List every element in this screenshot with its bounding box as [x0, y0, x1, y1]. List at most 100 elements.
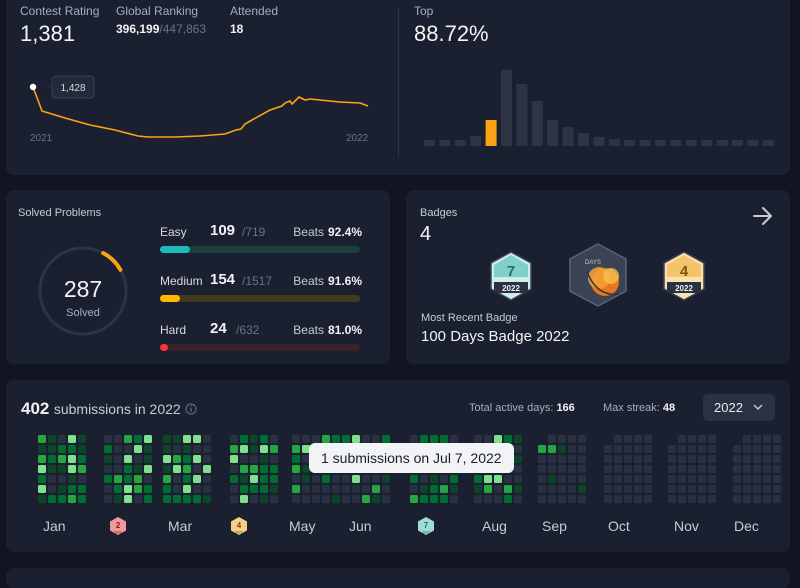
arrow-right-icon[interactable]: [752, 206, 774, 226]
heatmap-cell[interactable]: [668, 485, 676, 493]
heatmap-cell[interactable]: [538, 475, 546, 483]
heatmap-cell[interactable]: [644, 495, 652, 503]
heatmap-cell[interactable]: [504, 485, 512, 493]
heatmap-cell[interactable]: [504, 475, 512, 483]
heatmap-cell[interactable]: [332, 475, 340, 483]
heatmap-cell[interactable]: [163, 485, 171, 493]
heatmap-cell[interactable]: [193, 485, 201, 493]
badge-annual-7-icon[interactable]: 7 2022: [488, 250, 534, 302]
heatmap-cell[interactable]: [578, 475, 586, 483]
heatmap-cell[interactable]: [763, 495, 771, 503]
heatmap-cell[interactable]: [753, 435, 761, 443]
heatmap-cell[interactable]: [763, 465, 771, 473]
heatmap-cell[interactable]: [362, 495, 370, 503]
heatmap-cell[interactable]: [183, 475, 191, 483]
heatmap-cell[interactable]: [203, 435, 211, 443]
heatmap-cell[interactable]: [270, 455, 278, 463]
heatmap-cell[interactable]: [250, 495, 258, 503]
heatmap-cell[interactable]: [240, 445, 248, 453]
heatmap-cell[interactable]: [494, 485, 502, 493]
heatmap-cell[interactable]: [292, 435, 300, 443]
heatmap-cell[interactable]: [504, 495, 512, 503]
heatmap-cell[interactable]: [183, 445, 191, 453]
heatmap-cell[interactable]: [568, 465, 576, 473]
heatmap-cell[interactable]: [173, 445, 181, 453]
heatmap-cell[interactable]: [134, 465, 142, 473]
heatmap-cell[interactable]: [733, 455, 741, 463]
heatmap-cell[interactable]: [644, 435, 652, 443]
heatmap-cell[interactable]: [668, 445, 676, 453]
heatmap-cell[interactable]: [484, 495, 492, 503]
heatmap-cell[interactable]: [193, 455, 201, 463]
heatmap-cell[interactable]: [420, 495, 428, 503]
heatmap-cell[interactable]: [474, 495, 482, 503]
heatmap-cell[interactable]: [698, 455, 706, 463]
heatmap-cell[interactable]: [302, 435, 310, 443]
heatmap-cell[interactable]: [668, 495, 676, 503]
heatmap-cell[interactable]: [240, 455, 248, 463]
heatmap-cell[interactable]: [292, 455, 300, 463]
heatmap-cell[interactable]: [240, 465, 248, 473]
heatmap-cell[interactable]: [440, 435, 448, 443]
heatmap-cell[interactable]: [78, 445, 86, 453]
heatmap-cell[interactable]: [410, 435, 418, 443]
heatmap-cell[interactable]: [604, 485, 612, 493]
heatmap-cell[interactable]: [624, 475, 632, 483]
heatmap-cell[interactable]: [144, 495, 152, 503]
heatmap-cell[interactable]: [614, 495, 622, 503]
heatmap-cell[interactable]: [372, 435, 380, 443]
heatmap-cell[interactable]: [753, 445, 761, 453]
heatmap-cell[interactable]: [578, 485, 586, 493]
heatmap-cell[interactable]: [678, 455, 686, 463]
heatmap-cell[interactable]: [644, 485, 652, 493]
heatmap-cell[interactable]: [634, 465, 642, 473]
heatmap-cell[interactable]: [203, 495, 211, 503]
rating-line-chart[interactable]: 1,428 2021 2022: [20, 66, 380, 156]
heatmap-cell[interactable]: [183, 465, 191, 473]
heatmap-cell[interactable]: [372, 475, 380, 483]
heatmap-cell[interactable]: [558, 445, 566, 453]
heatmap-cell[interactable]: [634, 445, 642, 453]
heatmap-cell[interactable]: [382, 495, 390, 503]
heatmap-cell[interactable]: [568, 435, 576, 443]
badge-100-days-icon[interactable]: DAYS: [567, 242, 629, 308]
heatmap-cell[interactable]: [58, 475, 66, 483]
heatmap-cell[interactable]: [38, 485, 46, 493]
month-badge-apr-icon[interactable]: 4 2022: [230, 516, 248, 536]
solved-ring[interactable]: [37, 245, 129, 337]
heatmap-cell[interactable]: [270, 485, 278, 493]
heatmap-cell[interactable]: [312, 485, 320, 493]
heatmap-cell[interactable]: [514, 465, 522, 473]
heatmap-cell[interactable]: [332, 495, 340, 503]
heatmap-cell[interactable]: [332, 435, 340, 443]
heatmap-cell[interactable]: [548, 475, 556, 483]
heatmap-cell[interactable]: [382, 475, 390, 483]
heatmap-cell[interactable]: [292, 495, 300, 503]
heatmap-cell[interactable]: [558, 465, 566, 473]
heatmap-cell[interactable]: [678, 485, 686, 493]
heatmap-cell[interactable]: [372, 495, 380, 503]
heatmap-cell[interactable]: [558, 475, 566, 483]
heatmap-cell[interactable]: [114, 435, 122, 443]
heatmap-cell[interactable]: [38, 465, 46, 473]
heatmap-cell[interactable]: [568, 485, 576, 493]
heatmap-cell[interactable]: [624, 445, 632, 453]
heatmap-cell[interactable]: [688, 465, 696, 473]
heatmap-cell[interactable]: [604, 445, 612, 453]
heatmap-cell[interactable]: [558, 495, 566, 503]
heatmap-cell[interactable]: [292, 485, 300, 493]
heatmap-cell[interactable]: [514, 455, 522, 463]
heatmap-cell[interactable]: [558, 485, 566, 493]
heatmap-cell[interactable]: [614, 445, 622, 453]
heatmap-cell[interactable]: [124, 475, 132, 483]
heatmap-cell[interactable]: [743, 475, 751, 483]
heatmap-cell[interactable]: [420, 485, 428, 493]
heatmap-cell[interactable]: [634, 475, 642, 483]
heatmap-cell[interactable]: [578, 445, 586, 453]
heatmap-cell[interactable]: [302, 475, 310, 483]
heatmap-cell[interactable]: [474, 435, 482, 443]
heatmap-cell[interactable]: [568, 445, 576, 453]
heatmap-cell[interactable]: [773, 455, 781, 463]
heatmap-cell[interactable]: [250, 465, 258, 473]
heatmap-cell[interactable]: [484, 475, 492, 483]
